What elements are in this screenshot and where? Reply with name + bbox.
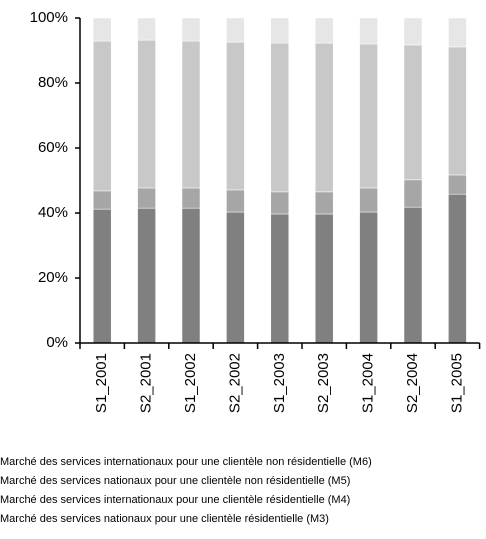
bar-segment	[270, 42, 290, 193]
x-tick-label: S2_2003	[315, 353, 332, 413]
bar-segment	[137, 17, 156, 41]
bar-segment	[270, 17, 290, 44]
bar-segment	[270, 191, 290, 215]
bar-segment	[314, 191, 334, 215]
x-tick-label: S1_2004	[360, 353, 377, 413]
bar-segment	[92, 40, 112, 192]
bar-segment	[448, 17, 467, 48]
bar-segment	[448, 174, 467, 195]
bar-segment	[226, 41, 245, 191]
legend-label: Marché des services internationaux pour …	[0, 494, 350, 506]
y-tick-label: 40%	[38, 204, 68, 221]
bar-segment	[403, 206, 423, 344]
bar-segment	[403, 179, 423, 208]
bar-segment	[181, 207, 201, 344]
x-tick-label: S1_2005	[448, 353, 465, 413]
legend-label: Marché des services nationaux pour une c…	[0, 513, 329, 525]
x-tick-label: S2_2004	[404, 353, 421, 413]
y-tick-label: 100%	[30, 9, 68, 26]
bar-segment	[403, 44, 423, 181]
bar-segment	[359, 17, 378, 45]
bar-segment	[226, 189, 245, 213]
bar-segment	[92, 190, 112, 210]
bar-segment	[448, 193, 467, 344]
bar-segment	[181, 40, 201, 189]
bar-segment	[92, 17, 112, 42]
bar-segment	[137, 39, 156, 189]
y-tick-label: 20%	[38, 269, 68, 286]
bar-segment	[137, 187, 156, 209]
bar-segment	[181, 187, 201, 209]
bar-segment	[92, 208, 112, 344]
x-tick-label: S1_2003	[271, 353, 288, 413]
x-tick-label: S2_2001	[138, 353, 155, 413]
y-tick-label: 0%	[46, 334, 68, 351]
y-tick-label: 60%	[38, 139, 68, 156]
bar-segment	[226, 17, 245, 43]
x-tick-label: S1_2002	[182, 353, 199, 413]
bar-segment	[403, 17, 423, 46]
x-tick-label: S1_2001	[93, 353, 110, 413]
bar-segment	[359, 187, 378, 213]
x-tick-label: S2_2002	[226, 353, 243, 413]
legend-label: Marché des services nationaux pour une c…	[0, 475, 350, 487]
bar-segment	[359, 211, 378, 344]
y-tick-label: 80%	[38, 74, 68, 91]
legend-label: Marché des services internationaux pour …	[0, 456, 372, 468]
bar-segment	[314, 17, 334, 44]
bar-segment	[314, 213, 334, 344]
bar-segment	[448, 46, 467, 176]
bar-segment	[314, 42, 334, 193]
bar-segment	[270, 213, 290, 344]
bar-segment	[359, 43, 378, 189]
bar-segment	[137, 207, 156, 344]
bar-segment	[226, 211, 245, 344]
bar-segment	[181, 17, 201, 42]
